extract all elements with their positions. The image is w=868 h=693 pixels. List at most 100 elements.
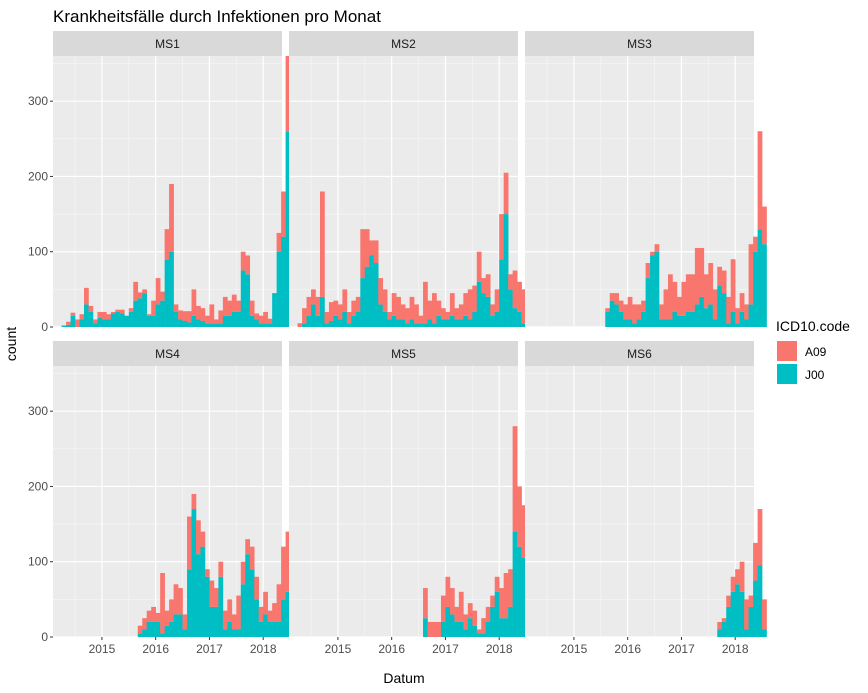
bar-j00	[151, 315, 156, 327]
bar-j00	[276, 251, 282, 327]
bar-a09	[272, 603, 277, 622]
facet-label: MS4	[155, 347, 180, 361]
bar-j00	[200, 320, 206, 327]
bar-j00	[79, 319, 85, 327]
bar-j00	[92, 323, 98, 327]
bar-a09	[83, 287, 89, 305]
bar-a09	[703, 274, 709, 309]
x-tick-label: 2015	[325, 642, 352, 656]
bar-a09	[191, 289, 197, 316]
bar-a09	[467, 289, 473, 320]
bar-j00	[454, 621, 460, 637]
facet-strip	[525, 31, 754, 56]
bar-a09	[364, 229, 370, 267]
bar-j00	[753, 251, 758, 327]
bar-a09	[281, 191, 286, 237]
bar-j00	[654, 251, 660, 327]
bar-a09	[155, 612, 161, 622]
legend: ICD10.code A09 J00	[776, 318, 850, 384]
bar-j00	[355, 311, 361, 327]
bar-j00	[753, 580, 758, 637]
bar-a09	[97, 311, 103, 318]
bar-j00	[494, 591, 500, 637]
bar-j00	[757, 565, 763, 637]
bar-j00	[485, 621, 491, 637]
bar-j00	[200, 546, 206, 637]
bar-a09	[685, 274, 691, 312]
bar-a09	[757, 131, 763, 230]
bar-a09	[659, 304, 664, 320]
bar-a09	[512, 426, 518, 532]
bar-j00	[258, 323, 264, 327]
bar-j00	[467, 319, 473, 327]
bar-j00	[137, 298, 143, 327]
bar-a09	[263, 591, 268, 615]
bar-j00	[302, 323, 307, 327]
bar-j00	[414, 323, 419, 327]
x-tick-label: 2015	[89, 642, 116, 656]
bar-a09	[222, 610, 228, 630]
bar-j00	[757, 229, 763, 327]
bar-a09	[258, 606, 264, 622]
bar-j00	[328, 320, 334, 327]
bar-a09	[231, 614, 237, 630]
bar-a09	[302, 308, 307, 324]
bar-a09	[521, 289, 527, 324]
bar-a09	[195, 305, 201, 320]
bar-j00	[445, 319, 451, 327]
bar-j00	[115, 311, 121, 327]
bar-j00	[396, 319, 401, 327]
bar-j00	[146, 315, 152, 327]
bar-j00	[182, 629, 188, 637]
bar-a09	[254, 576, 260, 600]
bar-a09	[187, 311, 192, 323]
bar-j00	[400, 319, 406, 327]
bar-j00	[382, 311, 388, 327]
bar-j00	[258, 621, 264, 637]
bar-a09	[717, 621, 723, 630]
bar-a09	[66, 321, 71, 325]
legend-title: ICD10.code	[776, 318, 850, 334]
bar-a09	[481, 618, 487, 634]
bar-j00	[204, 323, 210, 327]
bar-a09	[712, 289, 718, 320]
bar-j00	[227, 621, 233, 637]
bar-a09	[440, 595, 446, 622]
bar-j00	[739, 311, 745, 327]
bar-j00	[70, 315, 76, 327]
bar-a09	[449, 588, 455, 615]
bar-a09	[445, 576, 451, 607]
bar-j00	[494, 311, 500, 327]
y-tick-label: 100	[28, 245, 48, 259]
bar-j00	[614, 304, 620, 327]
bar-j00	[124, 315, 130, 327]
panels: MS1 0 100 200 300 MS2 MS3 MS4 0 100 200 300 2015 2016…	[28, 31, 767, 656]
x-axis-title: Datum	[383, 670, 424, 686]
bar-a09	[521, 505, 527, 558]
facet-strip	[289, 341, 518, 366]
bar-a09	[151, 300, 156, 316]
bar-a09	[267, 610, 273, 622]
legend-key-j00	[777, 364, 797, 384]
bar-j00	[681, 315, 687, 327]
y-tick-label: 200	[28, 479, 48, 493]
bar-a09	[748, 244, 754, 305]
bar-a09	[240, 561, 246, 585]
bar-a09	[667, 274, 673, 320]
bar-a09	[315, 296, 321, 316]
bar-a09	[178, 588, 183, 615]
bar-a09	[623, 304, 628, 320]
bar-j00	[106, 319, 112, 327]
bar-j00	[703, 308, 709, 327]
bar-a09	[414, 304, 419, 324]
bar-j00	[472, 625, 478, 637]
bar-j00	[164, 259, 170, 327]
panel-ms2: MS2	[289, 31, 531, 328]
bar-j00	[88, 311, 94, 327]
bar-a09	[200, 531, 206, 547]
bar-j00	[155, 304, 161, 327]
facet-strip	[289, 31, 518, 56]
bar-j00	[236, 629, 242, 637]
bar-j00	[521, 323, 527, 327]
bar-j00	[306, 315, 312, 327]
